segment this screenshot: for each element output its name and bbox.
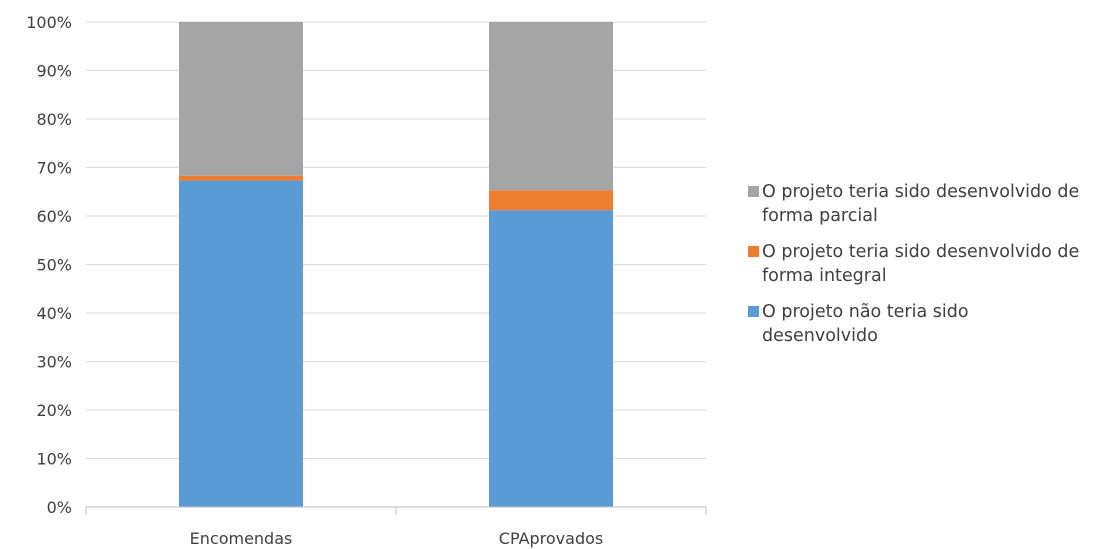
bar-segment-3-cpaprovados — [489, 22, 613, 191]
x-tick-label: Encomendas — [190, 529, 293, 548]
legend-item-integral: O projeto teria sido desenvolvido de for… — [748, 240, 1088, 288]
bar-segment-2-cpaprovados — [489, 190, 613, 211]
legend-item-nao-desenvolvido: O projeto não teria sido desenvolvido — [748, 300, 1088, 348]
legend-swatch-integral — [748, 246, 759, 257]
y-tick-label: 40% — [36, 304, 72, 323]
x-tick-label: CPAprovados — [499, 529, 603, 548]
axes — [85, 506, 707, 515]
x-tick-labels: Encomendas CPAprovados — [190, 529, 604, 548]
y-tick-label: 90% — [36, 62, 72, 81]
y-tick-label: 70% — [36, 159, 72, 178]
legend-swatch-nao-desenvolvido — [748, 306, 759, 317]
y-tick-label: 0% — [47, 498, 72, 517]
y-tick-label: 50% — [36, 256, 72, 275]
y-tick-label: 100% — [26, 13, 72, 32]
y-tick-label: 80% — [36, 110, 72, 129]
legend: O projeto teria sido desenvolvido de for… — [748, 180, 1088, 360]
legend-label-integral: O projeto teria sido desenvolvido de for… — [762, 242, 1080, 286]
y-tick-label: 20% — [36, 401, 72, 420]
bar-segment-2-encomendas — [179, 175, 303, 181]
y-tick-labels: 0% 10% 20% 30% 40% 50% 60% 70% 80% 90% 100% — [26, 13, 72, 517]
y-tick-label: 30% — [36, 353, 72, 372]
legend-swatch-parcial — [748, 186, 759, 197]
y-tick-label: 10% — [36, 450, 72, 469]
bars — [179, 22, 613, 507]
legend-label-parcial: O projeto teria sido desenvolvido de for… — [762, 182, 1080, 226]
bar-segment-3-encomendas — [179, 22, 303, 176]
legend-label-nao-desenvolvido: O projeto não teria sido desenvolvido — [762, 302, 969, 346]
y-tick-label: 60% — [36, 207, 72, 226]
legend-item-parcial: O projeto teria sido desenvolvido de for… — [748, 180, 1088, 228]
bar-segment-1-cpaprovados — [489, 210, 613, 507]
bar-segment-1-encomendas — [179, 180, 303, 507]
